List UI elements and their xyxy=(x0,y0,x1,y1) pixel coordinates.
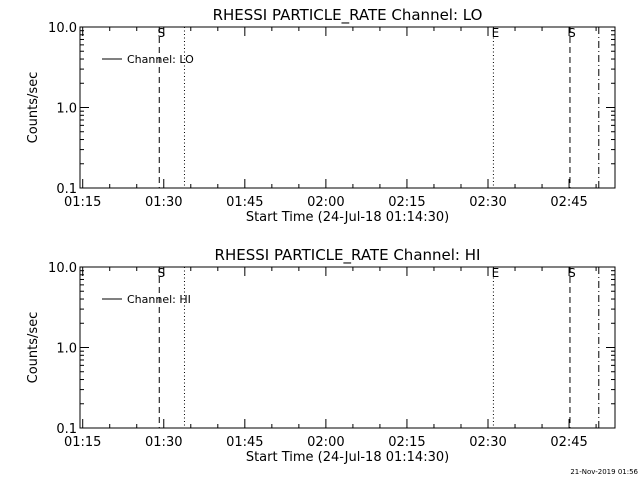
generation-timestamp: 21-Nov-2019 01:56 xyxy=(570,468,638,476)
plot-frame xyxy=(79,26,616,189)
y-tick-label: 10.0 xyxy=(48,261,77,276)
x-tick-label: 01:45 xyxy=(226,435,263,450)
chart-title: RHESSI PARTICLE_RATE Channel: LO xyxy=(213,6,483,25)
y-tick-label: 1.0 xyxy=(56,102,77,117)
y-tick-label: 1.0 xyxy=(56,342,77,357)
plot-frame xyxy=(79,266,616,429)
event-marker-label: S xyxy=(568,26,576,40)
x-tick-label: 01:30 xyxy=(145,195,182,210)
legend-label: Channel: LO xyxy=(127,53,194,66)
event-marker-label: E xyxy=(492,266,500,280)
y-tick-label: 0.1 xyxy=(56,422,77,437)
x-tick-label: 02:00 xyxy=(307,435,344,450)
chart-panel-2: RHESSI PARTICLE_RATE Channel: HI 01:15 01:… xyxy=(26,246,616,465)
x-tick-label: 01:45 xyxy=(226,195,263,210)
y-tick-label: 0.1 xyxy=(56,182,77,197)
event-marker-label: E xyxy=(492,26,500,40)
chart-panel-1: RHESSI PARTICLE_RATE Channel: LO 01:15 01:… xyxy=(26,6,616,225)
x-tick-label: 02:15 xyxy=(388,195,425,210)
x-tick-label: 02:30 xyxy=(469,195,506,210)
x-tick-label: 02:45 xyxy=(550,435,587,450)
x-tick-label: 02:15 xyxy=(388,435,425,450)
x-axis-label: Start Time (24-Jul-18 01:14:30) xyxy=(246,210,449,225)
x-tick-label: 01:15 xyxy=(64,195,101,210)
y-tick-label: 10.0 xyxy=(48,21,77,36)
x-tick-label: 02:00 xyxy=(307,195,344,210)
y-axis-label: Counts/sec xyxy=(26,72,41,144)
x-axis-label: Start Time (24-Jul-18 01:14:30) xyxy=(246,450,449,465)
x-tick-label: 01:30 xyxy=(145,435,182,450)
x-tick-label: 02:30 xyxy=(469,435,506,450)
x-tick-label: 01:15 xyxy=(64,435,101,450)
event-marker-label: S xyxy=(157,266,165,280)
chart-title: RHESSI PARTICLE_RATE Channel: HI xyxy=(215,246,481,265)
event-marker-label: S xyxy=(157,26,165,40)
event-marker-label: S xyxy=(568,266,576,280)
y-axis-label: Counts/sec xyxy=(26,312,41,384)
x-tick-label: 02:45 xyxy=(550,195,587,210)
